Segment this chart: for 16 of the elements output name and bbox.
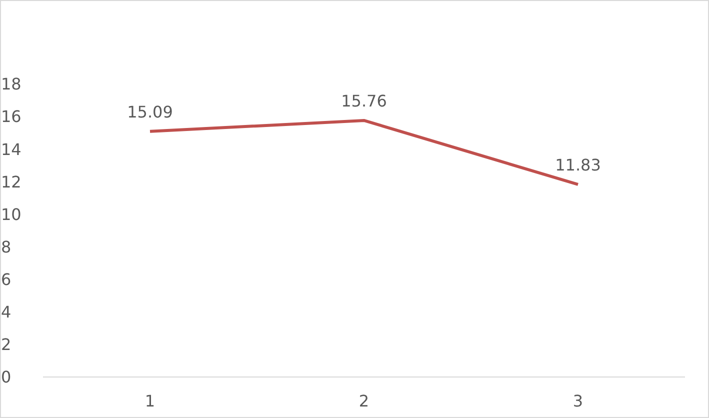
y-tick-label: 4	[1, 302, 12, 322]
data-label: 11.83	[555, 155, 601, 174]
data-label: 15.09	[127, 102, 173, 122]
y-tick-label: 2	[1, 335, 12, 354]
y-tick-label: 6	[1, 270, 12, 290]
y-tick-label: 12	[1, 172, 22, 192]
x-tick-label: 1	[144, 391, 156, 410]
y-tick-label: 0	[1, 368, 12, 387]
y-tick-label: 18	[1, 74, 22, 94]
data-label: 15.76	[341, 91, 387, 110]
y-tick-label: 16	[1, 107, 22, 126]
x-tick-label: 3	[572, 391, 584, 410]
y-tick-label: 10	[1, 204, 22, 224]
y-tick-label: 14	[1, 140, 22, 159]
y-tick-label: 8	[1, 237, 12, 256]
x-tick-label: 2	[358, 391, 370, 410]
